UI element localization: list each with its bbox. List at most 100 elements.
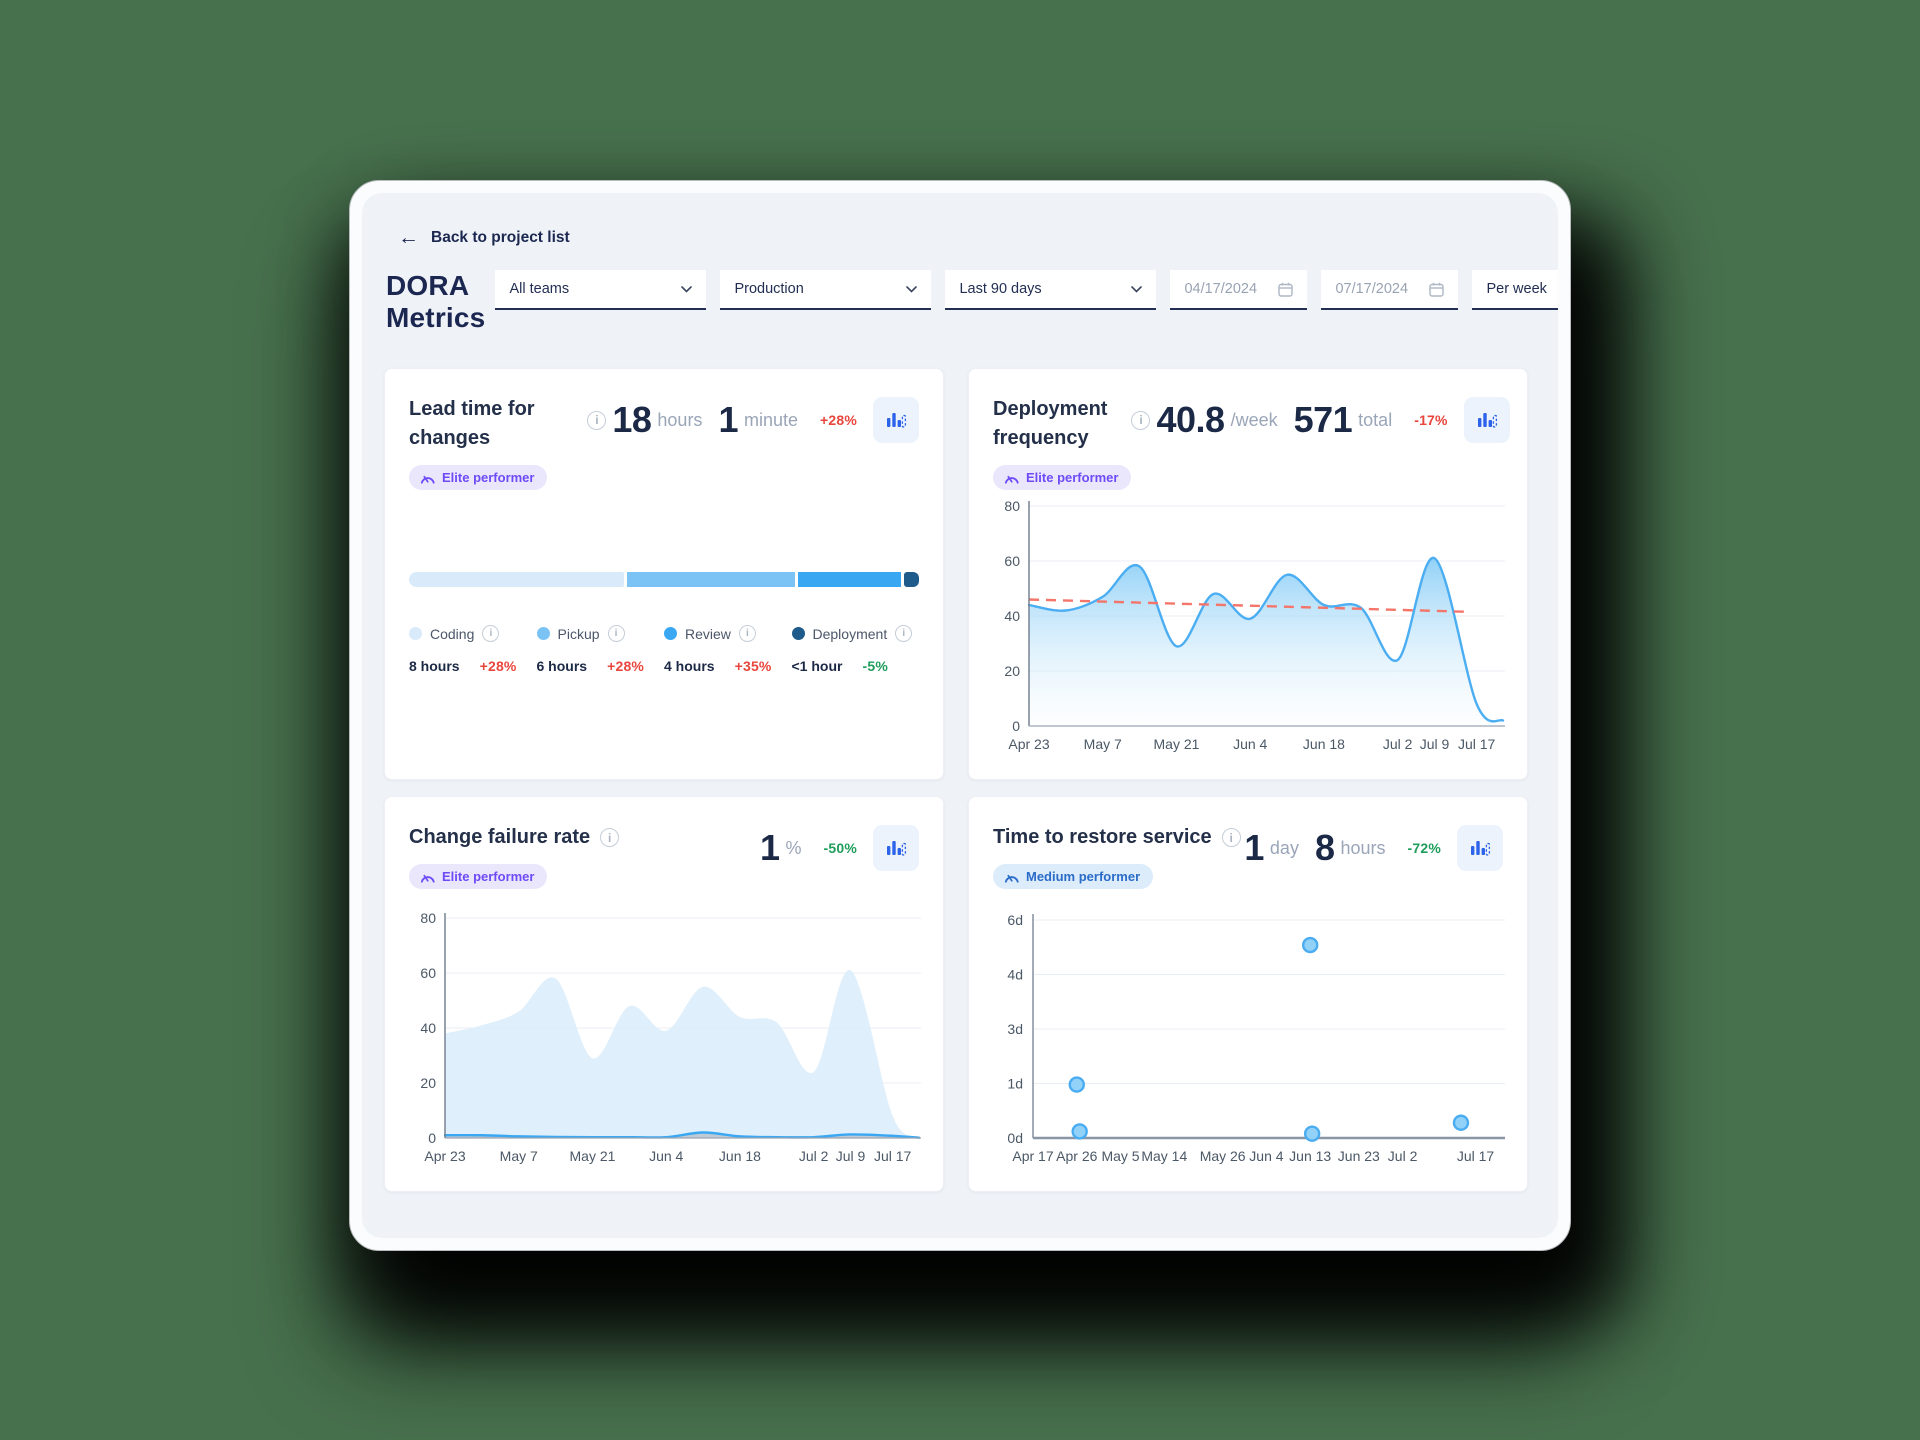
filter-bar: All teams Production Last 90 days 04/17/… — [495, 270, 1558, 310]
lead-time-delta: +28% — [820, 412, 857, 429]
svg-text:0: 0 — [1012, 718, 1020, 734]
lead-time-minutes-unit: minute — [743, 409, 798, 430]
legend-item-coding: Coding i — [409, 625, 537, 643]
page-title-line1: DORA — [386, 270, 470, 301]
svg-text:May 14: May 14 — [1141, 1148, 1187, 1164]
svg-text:40: 40 — [420, 1020, 436, 1036]
change-failure-rate-card: Change failure rate i Elite performer 1 … — [384, 796, 944, 1193]
info-icon[interactable]: i — [607, 625, 625, 643]
elite-performer-badge: Elite performer — [409, 465, 548, 491]
environment-select[interactable]: Production — [720, 270, 932, 310]
date-from-value: 04/17/2024 — [1184, 281, 1258, 297]
change-failure-delta: -50% — [823, 840, 857, 857]
deployment-frequency-card: Deployment frequency Elite performer i 4… — [968, 368, 1528, 781]
svg-text:Jun 13: Jun 13 — [1289, 1148, 1331, 1164]
coding-segment — [409, 572, 625, 588]
bar-chart-icon — [1477, 413, 1497, 429]
bar-chart-button[interactable] — [1463, 397, 1510, 444]
restore-hours-unit: hours — [1340, 837, 1386, 858]
change-failure-title: Change failure rate — [409, 826, 591, 849]
svg-text:0d: 0d — [1007, 1130, 1023, 1146]
info-icon[interactable]: i — [1221, 828, 1241, 848]
svg-text:Jul 17: Jul 17 — [1457, 1148, 1495, 1164]
change-failure-rate-chart: 0 20 40 60 80 Apr 23 May 7 May 21 Jun 4 Jun 18 Jul… — [409, 906, 921, 1173]
svg-text:0: 0 — [428, 1130, 436, 1146]
svg-text:60: 60 — [1004, 553, 1020, 569]
svg-text:May 21: May 21 — [1154, 736, 1200, 752]
lead-time-minutes-value: 1 — [718, 399, 738, 441]
info-icon[interactable]: i — [482, 625, 500, 643]
deployment-frequency-chart: 0 20 40 60 80 Apr 23 May 7 May 21 Jun 4 Jun 18 Jul… — [993, 494, 1505, 761]
svg-text:Jul 9: Jul 9 — [1420, 736, 1450, 752]
svg-text:Apr 17: Apr 17 — [1012, 1148, 1053, 1164]
dora-dashboard: ← Back to project list DORA Metrics All … — [362, 193, 1558, 1238]
review-value: 4 hours +35% — [664, 658, 772, 675]
svg-text:May 7: May 7 — [1084, 736, 1122, 752]
change-failure-value: 1 — [759, 827, 780, 869]
info-icon[interactable]: i — [600, 828, 620, 848]
info-icon[interactable]: i — [738, 625, 756, 643]
granularity-select[interactable]: Per week — [1472, 270, 1558, 310]
deployment-frequency-title-block: Deployment frequency Elite performer — [993, 395, 1132, 491]
svg-text:Jun 4: Jun 4 — [649, 1148, 683, 1164]
restore-days-value: 1 — [1244, 827, 1264, 869]
time-to-restore-card: Time to restore service i Medium perform… — [968, 796, 1528, 1193]
date-to-input[interactable]: 07/17/2024 — [1321, 270, 1459, 310]
environment-select-value: Production — [734, 281, 804, 297]
date-range-select[interactable]: Last 90 days — [945, 270, 1157, 310]
info-icon[interactable]: i — [1131, 410, 1151, 430]
deployment-segment — [903, 572, 919, 588]
deploy-total-value: 571 — [1293, 399, 1353, 441]
lead-time-metric: i 18 hours 1 minute +28% — [587, 397, 919, 444]
medium-performer-badge: Medium performer — [993, 864, 1154, 890]
legend-item-deployment: Deployment i — [791, 625, 920, 643]
gauge-icon — [420, 475, 435, 484]
app-window: ← Back to project list DORA Metrics All … — [349, 180, 1571, 1251]
bar-chart-icon — [887, 841, 907, 857]
restore-hours-value: 8 — [1314, 827, 1335, 869]
review-dot — [664, 627, 677, 641]
elite-performer-badge: Elite performer — [409, 864, 548, 890]
info-icon[interactable]: i — [587, 410, 607, 430]
svg-text:40: 40 — [1004, 608, 1020, 624]
date-from-input[interactable]: 04/17/2024 — [1170, 270, 1308, 310]
svg-text:Apr 23: Apr 23 — [1008, 736, 1049, 752]
teams-select[interactable]: All teams — [495, 270, 707, 310]
pickup-segment — [627, 572, 796, 588]
legend-item-review: Review i — [664, 625, 792, 643]
svg-text:3d: 3d — [1007, 1021, 1023, 1037]
gauge-icon — [1004, 874, 1019, 883]
bar-chart-button[interactable] — [873, 397, 919, 444]
svg-text:Jun 18: Jun 18 — [719, 1148, 761, 1164]
coding-dot — [409, 627, 422, 641]
lead-time-title: Lead time for changes — [409, 398, 535, 450]
svg-text:May 5: May 5 — [1101, 1148, 1139, 1164]
svg-text:1d: 1d — [1007, 1076, 1023, 1092]
review-segment — [798, 572, 901, 588]
back-to-project-list-link[interactable]: Back to project list — [431, 228, 570, 246]
date-to-value: 07/17/2024 — [1335, 281, 1409, 297]
teams-select-value: All teams — [509, 281, 570, 297]
badge-label: Medium performer — [1026, 869, 1141, 885]
chevron-down-icon — [906, 285, 918, 293]
bar-chart-button[interactable] — [873, 825, 919, 872]
bar-chart-button[interactable] — [1457, 825, 1503, 872]
svg-text:Jun 4: Jun 4 — [1249, 1148, 1283, 1164]
svg-text:20: 20 — [1004, 663, 1020, 679]
coding-value: 8 hours +28% — [409, 658, 517, 675]
time-to-restore-metric: 1 day 8 hours -72% — [1244, 825, 1503, 872]
info-icon[interactable]: i — [895, 625, 913, 643]
chevron-down-icon — [1131, 285, 1143, 293]
time-to-restore-title-block: Time to restore service i Medium perform… — [993, 823, 1241, 890]
lead-time-stacked-bar — [409, 572, 919, 588]
time-to-restore-chart: 0d 1d 3d 4d 6d Apr 17 Apr 26 May 5 May 14 May 26 J… — [993, 906, 1505, 1173]
back-arrow-icon[interactable]: ← — [398, 226, 419, 249]
page-title-line2: Metrics — [386, 302, 486, 334]
svg-text:Jun 4: Jun 4 — [1233, 736, 1267, 752]
back-row: ← Back to project list — [384, 227, 1536, 248]
svg-text:Jul 2: Jul 2 — [799, 1148, 829, 1164]
bar-chart-icon — [887, 413, 907, 429]
lead-time-hours-unit: hours — [657, 409, 703, 430]
badge-label: Elite performer — [442, 869, 535, 885]
svg-text:Jul 2: Jul 2 — [1383, 736, 1413, 752]
